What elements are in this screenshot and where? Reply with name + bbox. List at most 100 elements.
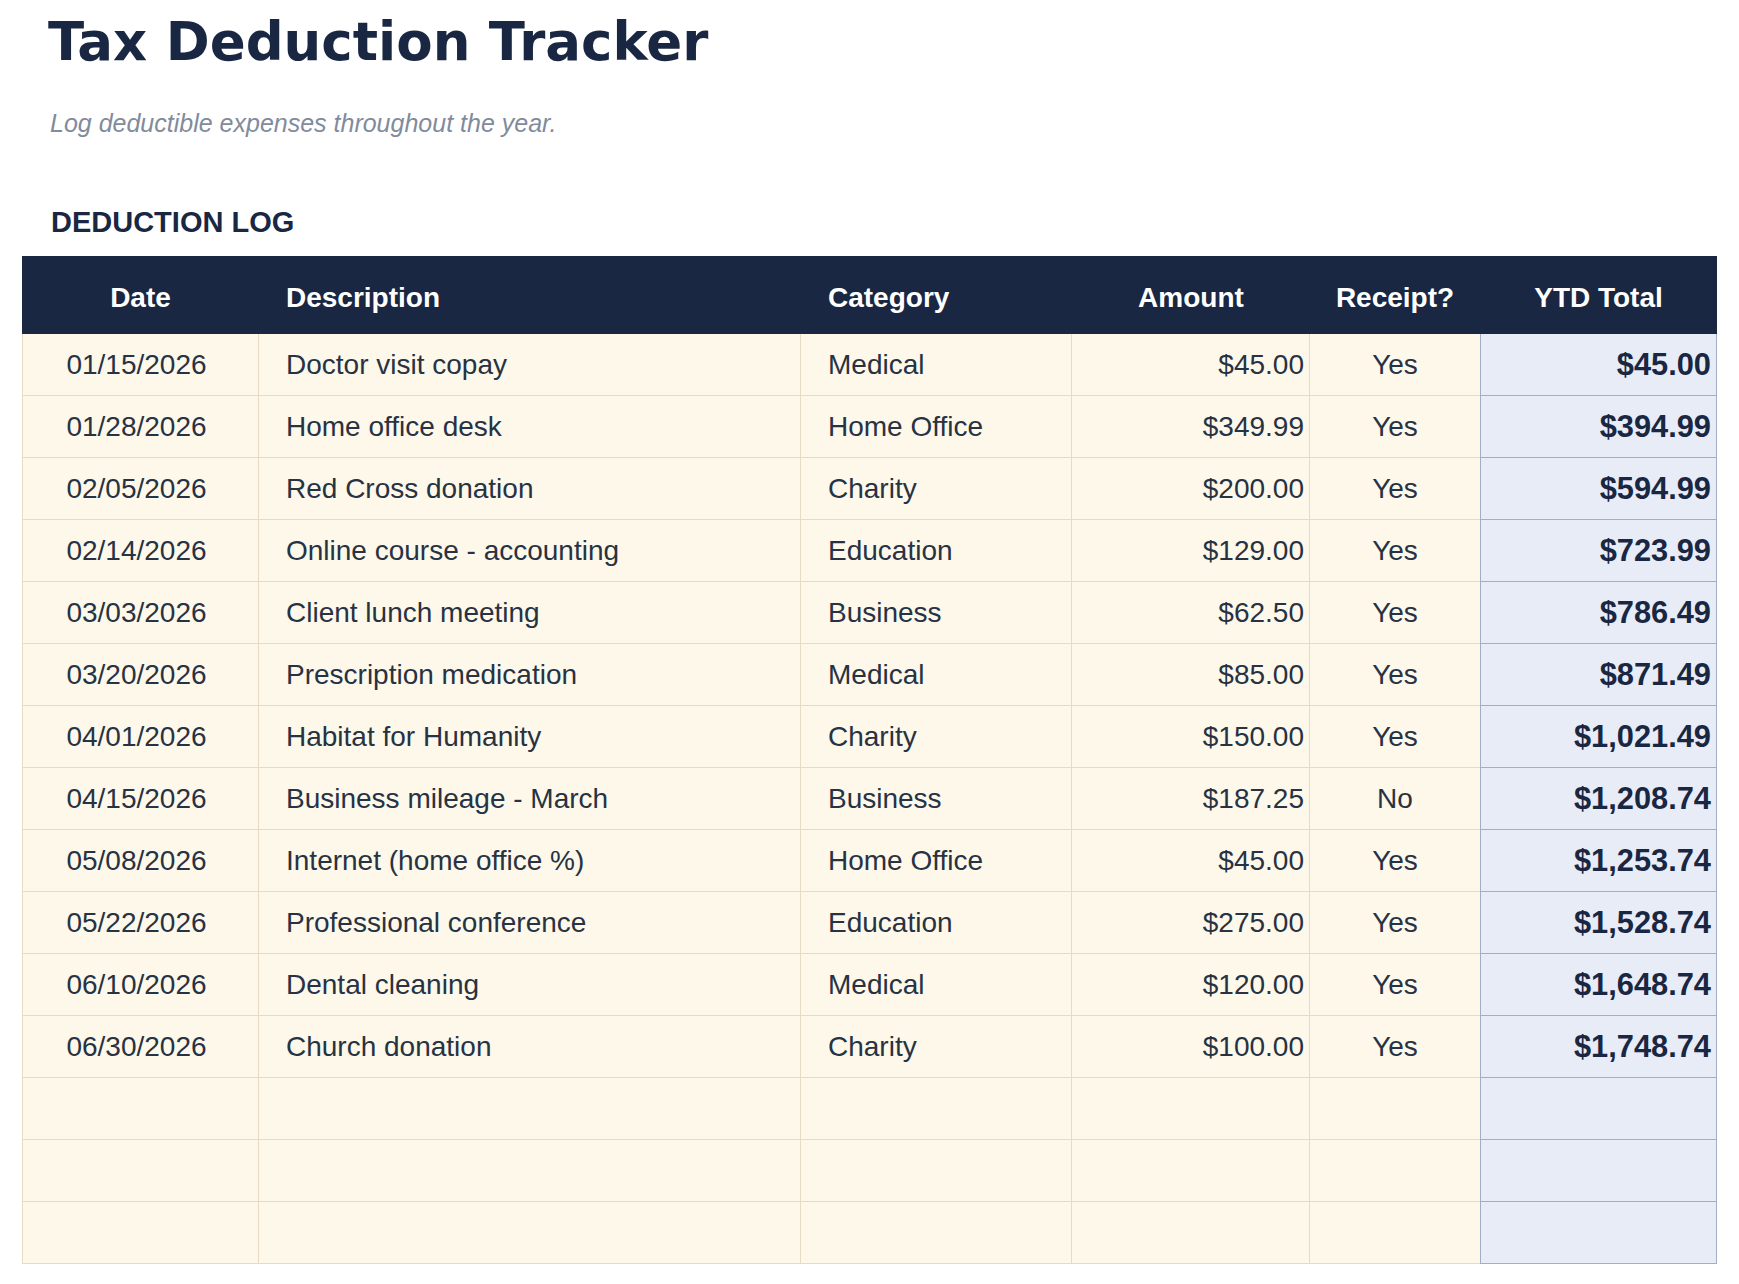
cell-ytd: $1,528.74 <box>1480 892 1717 954</box>
cell-category: Business <box>801 582 1072 644</box>
cell-receipt: Yes <box>1310 582 1480 644</box>
cell-date: 06/30/2026 <box>22 1016 259 1078</box>
cell-receipt: Yes <box>1310 334 1480 396</box>
cell-category: Medical <box>801 334 1072 396</box>
cell-ytd: $1,253.74 <box>1480 830 1717 892</box>
cell-category: Home Office <box>801 396 1072 458</box>
table-header-row: Date Description Category Amount Receipt… <box>22 256 1717 334</box>
cell-category-empty <box>801 1202 1072 1264</box>
column-header-date: Date <box>22 256 259 334</box>
cell-receipt-empty <box>1310 1140 1480 1202</box>
table-row: 02/14/2026Online course - accountingEduc… <box>22 520 1717 582</box>
cell-description: Church donation <box>259 1016 801 1078</box>
cell-date: 01/15/2026 <box>22 334 259 396</box>
cell-ytd: $1,208.74 <box>1480 768 1717 830</box>
table-row-empty <box>22 1078 1717 1140</box>
table-row: 06/10/2026Dental cleaningMedical$120.00Y… <box>22 954 1717 1016</box>
cell-amount: $45.00 <box>1072 830 1310 892</box>
cell-description: Business mileage - March <box>259 768 801 830</box>
cell-date: 01/28/2026 <box>22 396 259 458</box>
cell-description: Doctor visit copay <box>259 334 801 396</box>
column-header-description: Description <box>259 256 801 334</box>
cell-receipt: Yes <box>1310 706 1480 768</box>
cell-description-empty <box>259 1202 801 1264</box>
cell-receipt-empty <box>1310 1078 1480 1140</box>
table-row: 06/30/2026Church donationCharity$100.00Y… <box>22 1016 1717 1078</box>
cell-ytd: $1,648.74 <box>1480 954 1717 1016</box>
cell-ytd-empty <box>1480 1140 1717 1202</box>
cell-ytd: $45.00 <box>1480 334 1717 396</box>
cell-date-empty <box>22 1140 259 1202</box>
cell-ytd: $723.99 <box>1480 520 1717 582</box>
table-row-empty <box>22 1202 1717 1264</box>
cell-ytd: $594.99 <box>1480 458 1717 520</box>
cell-amount: $150.00 <box>1072 706 1310 768</box>
table-row: 01/28/2026Home office deskHome Office$34… <box>22 396 1717 458</box>
cell-date: 04/01/2026 <box>22 706 259 768</box>
cell-date: 05/08/2026 <box>22 830 259 892</box>
cell-receipt: Yes <box>1310 458 1480 520</box>
page: Tax Deduction Tracker Log deductible exp… <box>0 12 1739 1264</box>
cell-amount: $275.00 <box>1072 892 1310 954</box>
cell-category: Medical <box>801 644 1072 706</box>
cell-date: 02/14/2026 <box>22 520 259 582</box>
cell-description: Home office desk <box>259 396 801 458</box>
cell-amount-empty <box>1072 1078 1310 1140</box>
cell-receipt: Yes <box>1310 830 1480 892</box>
cell-category-empty <box>801 1078 1072 1140</box>
cell-description: Habitat for Humanity <box>259 706 801 768</box>
table-row: 05/08/2026Internet (home office %)Home O… <box>22 830 1717 892</box>
cell-category: Medical <box>801 954 1072 1016</box>
cell-receipt: Yes <box>1310 954 1480 1016</box>
cell-receipt: Yes <box>1310 520 1480 582</box>
cell-category: Education <box>801 520 1072 582</box>
cell-ytd-empty <box>1480 1202 1717 1264</box>
cell-ytd: $394.99 <box>1480 396 1717 458</box>
cell-category: Charity <box>801 1016 1072 1078</box>
cell-description: Internet (home office %) <box>259 830 801 892</box>
cell-description: Online course - accounting <box>259 520 801 582</box>
cell-description: Red Cross donation <box>259 458 801 520</box>
table-row: 05/22/2026Professional conferenceEducati… <box>22 892 1717 954</box>
table-row: 02/05/2026Red Cross donationCharity$200.… <box>22 458 1717 520</box>
cell-amount-empty <box>1072 1140 1310 1202</box>
cell-receipt-empty <box>1310 1202 1480 1264</box>
cell-ytd: $1,021.49 <box>1480 706 1717 768</box>
cell-date: 03/20/2026 <box>22 644 259 706</box>
table-row-empty <box>22 1140 1717 1202</box>
cell-date-empty <box>22 1202 259 1264</box>
cell-category: Education <box>801 892 1072 954</box>
table-row: 04/01/2026Habitat for HumanityCharity$15… <box>22 706 1717 768</box>
column-header-receipt: Receipt? <box>1310 256 1480 334</box>
cell-receipt: Yes <box>1310 644 1480 706</box>
table-row: 03/03/2026Client lunch meetingBusiness$6… <box>22 582 1717 644</box>
deduction-table: Date Description Category Amount Receipt… <box>22 256 1717 1264</box>
cell-ytd-empty <box>1480 1078 1717 1140</box>
cell-amount: $120.00 <box>1072 954 1310 1016</box>
cell-ytd: $786.49 <box>1480 582 1717 644</box>
cell-category: Charity <box>801 706 1072 768</box>
cell-date: 02/05/2026 <box>22 458 259 520</box>
cell-category-empty <box>801 1140 1072 1202</box>
cell-date: 03/03/2026 <box>22 582 259 644</box>
cell-receipt: Yes <box>1310 892 1480 954</box>
cell-amount-empty <box>1072 1202 1310 1264</box>
cell-date: 04/15/2026 <box>22 768 259 830</box>
cell-amount: $349.99 <box>1072 396 1310 458</box>
page-title: Tax Deduction Tracker <box>48 12 1718 73</box>
cell-description-empty <box>259 1078 801 1140</box>
table-row: 04/15/2026Business mileage - MarchBusine… <box>22 768 1717 830</box>
cell-ytd: $1,748.74 <box>1480 1016 1717 1078</box>
cell-amount: $85.00 <box>1072 644 1310 706</box>
cell-receipt: No <box>1310 768 1480 830</box>
cell-date: 05/22/2026 <box>22 892 259 954</box>
column-header-amount: Amount <box>1072 256 1310 334</box>
page-subtitle: Log deductible expenses throughout the y… <box>50 109 1718 138</box>
cell-ytd: $871.49 <box>1480 644 1717 706</box>
cell-description-empty <box>259 1140 801 1202</box>
cell-description: Client lunch meeting <box>259 582 801 644</box>
cell-amount: $45.00 <box>1072 334 1310 396</box>
cell-date: 06/10/2026 <box>22 954 259 1016</box>
cell-description: Prescription medication <box>259 644 801 706</box>
table-body: 01/15/2026Doctor visit copayMedical$45.0… <box>22 334 1717 1264</box>
